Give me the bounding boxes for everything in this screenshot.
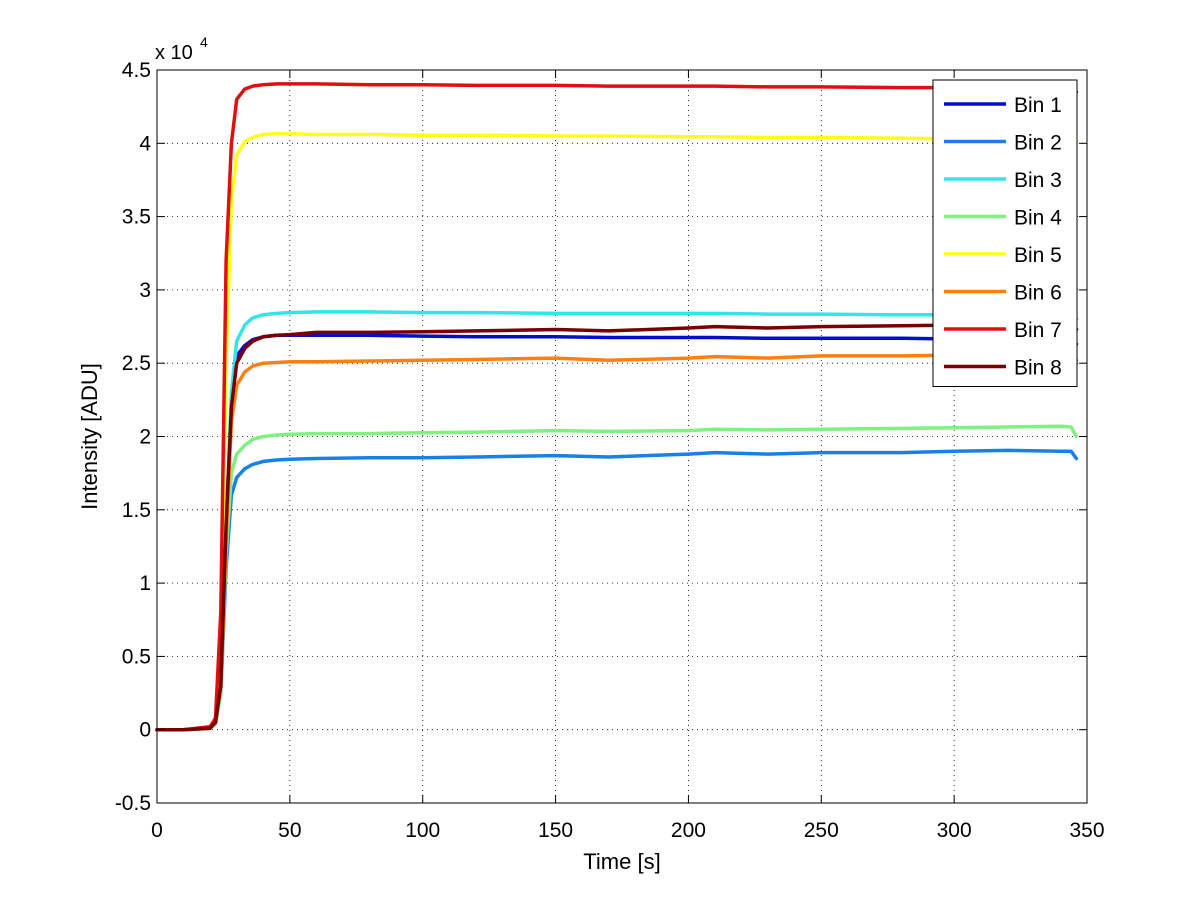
x-tick-label: 250: [804, 819, 839, 842]
y-tick-label: 0.5: [122, 645, 151, 668]
x-tick-label: 150: [538, 819, 573, 842]
x-axis-label: Time [s]: [583, 849, 660, 874]
y-tick-label: 0: [139, 719, 151, 742]
y-tick-label: 1.5: [122, 499, 151, 522]
series-line-bin-4: [155, 424, 1079, 732]
y-tick-label: 3: [139, 279, 151, 302]
legend-label: Bin 7: [1014, 319, 1062, 342]
y-tick-label: 1: [139, 572, 151, 595]
x-tick-label: 100: [405, 819, 440, 842]
x-tick-label: 350: [1069, 819, 1104, 842]
legend-label: Bin 3: [1014, 169, 1062, 192]
legend-label: Bin 5: [1014, 244, 1062, 267]
x-tick-label: 300: [937, 819, 972, 842]
y-tick-label: 4: [139, 132, 151, 155]
legend-label: Bin 2: [1014, 132, 1062, 155]
legend-entry: Bin 3: [944, 169, 1062, 192]
y-tick-label: 4.5: [122, 59, 151, 82]
grid: [157, 70, 1087, 803]
legend-label: Bin 8: [1014, 357, 1062, 380]
series-lines: [155, 82, 1079, 732]
legend-entry: Bin 1: [944, 94, 1062, 117]
y-tick-label: -0.5: [115, 792, 151, 815]
y-tick-label: 2.5: [122, 352, 151, 375]
legend-label: Bin 6: [1014, 282, 1062, 305]
series-line-bin-8: [155, 322, 1079, 732]
legend-label: Bin 4: [1014, 207, 1062, 230]
x-tick-label: 0: [151, 819, 163, 842]
legend-box: [932, 79, 1078, 387]
y-exponent-power: 4: [200, 34, 208, 50]
legend-label: Bin 1: [1014, 94, 1062, 117]
legend-entry: Bin 4: [944, 207, 1062, 230]
axis-ticks: [156, 69, 1088, 804]
y-tick-label: 3.5: [122, 206, 151, 229]
legend-entry: Bin 8: [944, 357, 1062, 380]
series-line-bin-6: [155, 352, 1079, 732]
series-line-bin-1: [155, 333, 1079, 732]
y-exponent-base: x 10: [155, 42, 193, 64]
legend-entry: Bin 2: [944, 132, 1062, 155]
x-tick-labels: 0 50 100 150 200 250 300 350: [151, 819, 1104, 842]
y-tick-label: 2: [139, 426, 151, 449]
legend-entry: Bin 5: [944, 244, 1062, 267]
x-tick-label: 50: [278, 819, 301, 842]
y-axis-exponent: x 10 4: [155, 34, 208, 64]
legend-entry: Bin 6: [944, 282, 1062, 305]
y-tick-labels: -0.5 0 0.5 1 1.5 2 2.5 3 3.5 4 4.5: [115, 59, 152, 815]
x-tick-label: 200: [671, 819, 706, 842]
series-line-bin-2: [155, 448, 1079, 732]
series-line-bin-7: [155, 82, 1079, 732]
legend: Bin 1 Bin 2 Bin 3 Bin 4 Bin 5 Bin 6 Bin 7 Bin 8: [932, 79, 1078, 387]
legend-entry: Bin 7: [944, 319, 1062, 342]
y-axis-label: Intensity [ADU]: [77, 363, 102, 510]
